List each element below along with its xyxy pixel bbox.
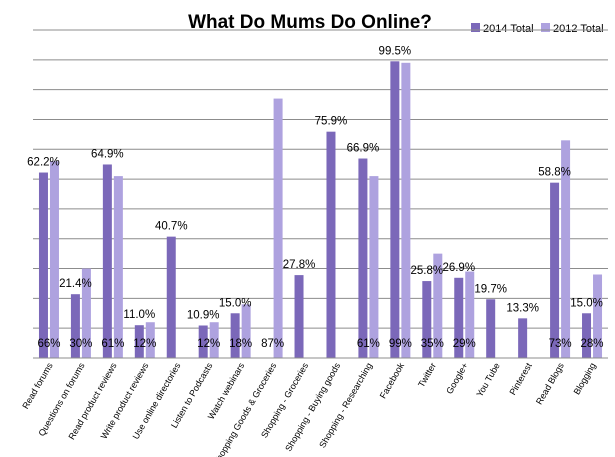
- data-label-2014: 99.5%: [379, 45, 412, 57]
- bar-2012: [113, 176, 123, 358]
- legend-label-2014: 2014 Total: [483, 23, 534, 35]
- data-label-2012: 66%: [37, 338, 60, 350]
- data-label-2012: 28%: [581, 338, 604, 350]
- data-label-2014: 21.4%: [59, 278, 92, 290]
- x-tick-label: Facebook: [378, 361, 407, 401]
- bar-2012: [465, 271, 475, 358]
- bar-2012: [369, 176, 379, 358]
- data-label-2014: 15.0%: [570, 297, 603, 309]
- legend-item-2012: 2012 Total: [541, 23, 604, 35]
- data-label-2012: 35%: [421, 338, 444, 350]
- data-label-2014: 27.8%: [283, 259, 316, 271]
- legend-label-2012: 2012 Total: [553, 23, 604, 35]
- data-label-2012: 87%: [261, 338, 284, 350]
- data-label-2014: 66.9%: [347, 143, 380, 155]
- data-label-2014: 10.9%: [187, 309, 220, 321]
- bar-2014: [390, 61, 400, 359]
- bar-2014: [422, 281, 432, 358]
- data-label-2012: 12%: [197, 338, 220, 350]
- bar-2012: [209, 322, 219, 358]
- data-label-2014: 58.8%: [538, 167, 571, 179]
- data-label-2012: 29%: [453, 338, 476, 350]
- bar-2014: [550, 182, 560, 358]
- data-label-2012: 18%: [229, 338, 252, 350]
- bar-2012: [273, 98, 283, 358]
- x-tick-label: Read Blogs: [534, 361, 566, 407]
- data-label-2014: 62.2%: [27, 157, 60, 169]
- data-labels: 62.2% 66% 21.4% 30% 64.9% 61% 11.0% 12% 40.7% 10.…: [27, 45, 603, 350]
- x-tick-label: Pinterest: [507, 361, 534, 397]
- bar-2014: [198, 325, 208, 358]
- x-tick-label: Blogging: [572, 361, 598, 396]
- gridlines: [33, 29, 608, 329]
- bar-2014: [326, 131, 336, 358]
- bar-2014: [454, 277, 464, 358]
- bar-2014: [70, 294, 80, 358]
- bar-2012: [241, 304, 251, 358]
- bars: [38, 61, 603, 359]
- data-label-2012: 30%: [69, 338, 92, 350]
- data-label-2014: 64.9%: [91, 148, 124, 160]
- bar-2014: [294, 275, 304, 358]
- bar-2014: [102, 164, 112, 358]
- bar-2014: [486, 299, 496, 358]
- x-tick-label: Twitter: [416, 361, 438, 389]
- legend-swatch-2014: [471, 23, 480, 32]
- data-label-2014: 26.9%: [442, 262, 475, 274]
- bar-2014: [38, 172, 48, 358]
- bar-2012: [49, 161, 59, 358]
- legend-item-2014: 2014 Total: [471, 23, 534, 35]
- bar-2014: [230, 313, 240, 358]
- data-label-2014: 40.7%: [155, 221, 188, 233]
- bar-2012: [81, 268, 91, 358]
- data-label-2014: 19.7%: [474, 283, 507, 295]
- data-label-2014: 25.8%: [411, 265, 444, 277]
- legend-swatch-2012: [541, 23, 550, 32]
- data-label-2014: 15.0%: [219, 297, 252, 309]
- data-label-2012: 61%: [101, 338, 124, 350]
- bar-2012: [593, 274, 603, 358]
- bar-2014: [166, 236, 176, 358]
- x-tick-label: You Tube: [474, 361, 502, 399]
- bar-2012: [145, 322, 155, 358]
- x-tick-label: Shopping - Buying goods: [283, 361, 342, 454]
- chart-title: What Do Mums Do Online?: [188, 12, 432, 33]
- data-label-2014: 75.9%: [315, 116, 348, 128]
- bar-2012: [401, 62, 411, 359]
- bar-2014: [134, 325, 144, 358]
- data-label-2012: 12%: [133, 338, 156, 350]
- bar-2014: [358, 158, 368, 358]
- data-label-2012: 61%: [357, 338, 380, 350]
- data-label-2014: 11.0%: [123, 309, 155, 321]
- bar-2014: [518, 318, 528, 358]
- legend: 2014 Total 2012 Total: [471, 23, 604, 35]
- bar-2014: [582, 313, 592, 358]
- bar-2012: [433, 253, 443, 358]
- data-label-2012: 99%: [389, 338, 412, 350]
- bar-2012: [561, 140, 571, 358]
- x-tick-label: Google+: [444, 361, 470, 396]
- data-label-2012: 73%: [549, 338, 572, 350]
- x-tick-label: Read forums: [20, 361, 55, 411]
- data-label-2014: 13.3%: [506, 302, 539, 314]
